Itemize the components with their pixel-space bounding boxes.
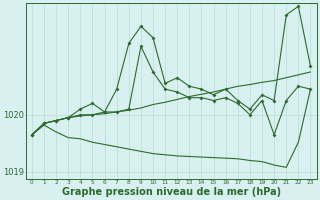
X-axis label: Graphe pression niveau de la mer (hPa): Graphe pression niveau de la mer (hPa) xyxy=(62,187,281,197)
